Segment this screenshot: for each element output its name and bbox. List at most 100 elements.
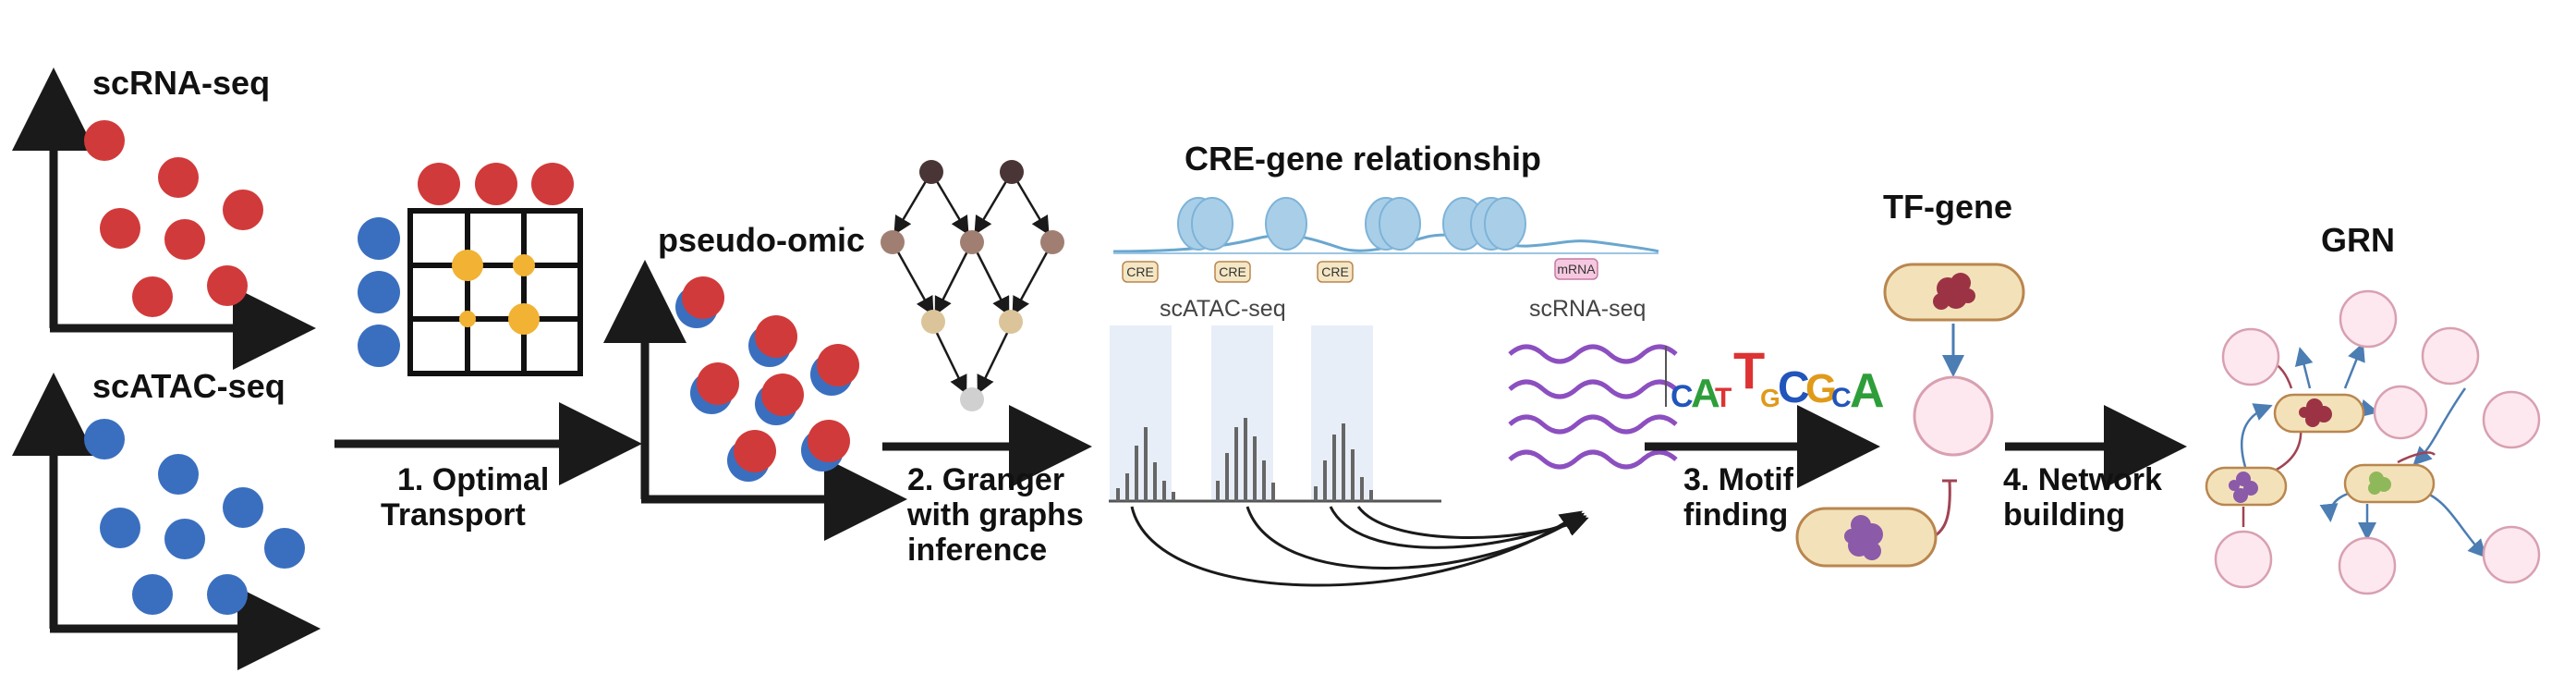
cre-gene-links [1130, 506, 1589, 587]
cell-dot [264, 528, 305, 569]
step-2-line2: with graphs [906, 497, 1084, 533]
cell-dot [734, 430, 776, 472]
scatac-label: scATAC-seq [92, 367, 286, 405]
grn-gene-node [2214, 530, 2273, 589]
dag-node [1040, 230, 1064, 254]
motif-letter: T [1715, 383, 1732, 413]
cell-dot [817, 344, 859, 386]
grid-frame [407, 208, 583, 376]
dag-node [921, 310, 945, 334]
grn-tf-protein-red [2299, 398, 2332, 427]
dag-node [1000, 160, 1024, 184]
step-4-line1: 4. Network [2003, 462, 2162, 497]
atac-peaks [1116, 418, 1373, 501]
scatac-scatter-panel: scATAC-seq [11, 367, 321, 670]
step-2-line3: inference [907, 533, 1047, 568]
motif-letter: A [1850, 364, 1885, 418]
scrna-cells [84, 120, 263, 317]
nucleosome [1265, 197, 1307, 251]
step-4: 4. Network building [2003, 405, 2187, 533]
grn-tf-protein-purple [2229, 472, 2258, 503]
cre-gene-label: CRE-gene relationship [1185, 140, 1541, 178]
motif-letter: C [1778, 363, 1810, 412]
step-3-line1: 3. Motif [1683, 462, 1794, 497]
grn-tf-protein-green [2368, 472, 2391, 495]
tf-gene-panel: TF-gene [1795, 188, 2025, 568]
cell-dot [418, 163, 460, 205]
nucleosome [1379, 197, 1421, 251]
step-3-line2: finding [1683, 497, 1788, 533]
cell-dot [475, 163, 517, 205]
cre-gene-panel: CRE-gene relationship CRE CRE CRE [1109, 140, 1678, 587]
cell-dot [755, 315, 797, 358]
motif-logo: C A T T G C G C A [1665, 341, 1885, 418]
grn-gene-node [2338, 536, 2397, 595]
motif-letter: C [1671, 379, 1694, 414]
step-2: 2. Granger with graphs inference [882, 405, 1092, 568]
grn-gene-node [2373, 385, 2428, 440]
mrna-tag: mRNA [1554, 258, 1598, 280]
svg-text:CRE: CRE [1321, 264, 1349, 279]
cell-dot [358, 217, 400, 260]
dag-node [919, 160, 943, 184]
grn-gene-node [2482, 525, 2541, 584]
scatac-track-label: scATAC-seq [1160, 296, 1286, 322]
dag-node [999, 310, 1023, 334]
pseudo-omic-label: pseudo-omic [658, 221, 865, 259]
cell-dot [358, 271, 400, 313]
grn-gene-node [2339, 289, 2398, 349]
scatac-cells [84, 419, 305, 615]
dag-node [960, 230, 984, 254]
cell-dot [164, 519, 205, 559]
cell-dot [207, 265, 248, 306]
transport-plan-grid [358, 163, 583, 376]
cell-dot [164, 219, 205, 260]
step-3: 3. Motif finding [1645, 405, 1880, 533]
step-1: 1. Optimal Transport [334, 402, 642, 533]
cell-dot [682, 276, 724, 319]
step-1-line1: 1. Optimal [397, 462, 549, 497]
rna-waves [1508, 344, 1678, 470]
cre-tag: CRE [1214, 261, 1251, 283]
cell-dot [808, 420, 850, 462]
cell-dot [100, 208, 140, 249]
scrna-track-label: scRNA-seq [1529, 296, 1646, 322]
grn-label: GRN [2321, 221, 2395, 259]
step-2-line1: 2. Granger [907, 462, 1064, 497]
target-gene-node [1913, 375, 1994, 457]
atac-band [1110, 325, 1172, 501]
cre-tag: CRE [1122, 261, 1159, 283]
cell-dot [132, 276, 173, 317]
step-4-line2: building [2003, 497, 2125, 533]
granger-dag [881, 160, 1064, 411]
pseudo-cells [675, 276, 859, 482]
coupling-dot [508, 303, 540, 335]
motif-letter: A [1691, 371, 1720, 416]
nucleosome [1191, 197, 1233, 251]
step-1-line2: Transport [381, 497, 526, 533]
cell-dot [531, 163, 574, 205]
grn-gene-node [2421, 326, 2480, 386]
dag-node [960, 387, 984, 411]
motif-letter: T [1733, 341, 1765, 399]
scrna-label: scRNA-seq [92, 64, 270, 102]
motif-letter: G [1805, 366, 1837, 411]
cell-dot [158, 454, 199, 495]
cell-dot [223, 487, 263, 528]
svg-text:mRNA: mRNA [1557, 262, 1596, 276]
cell-dot [84, 419, 125, 459]
coupling-dot [459, 311, 476, 327]
tf-protein-purple [1844, 515, 1883, 560]
nucleosomes [1177, 197, 1526, 251]
cell-dot [100, 508, 140, 548]
grn-gene-node [2482, 390, 2541, 449]
cre-tag: CRE [1317, 261, 1354, 283]
cell-dot [358, 325, 400, 367]
pseudo-omic-panel: pseudo-omic [603, 221, 907, 541]
cell-dot [132, 574, 173, 615]
svg-text:CRE: CRE [1219, 264, 1246, 279]
grn-gene-node [2221, 327, 2280, 386]
dna-strand [1112, 233, 1659, 253]
coupling-dot [513, 254, 535, 276]
